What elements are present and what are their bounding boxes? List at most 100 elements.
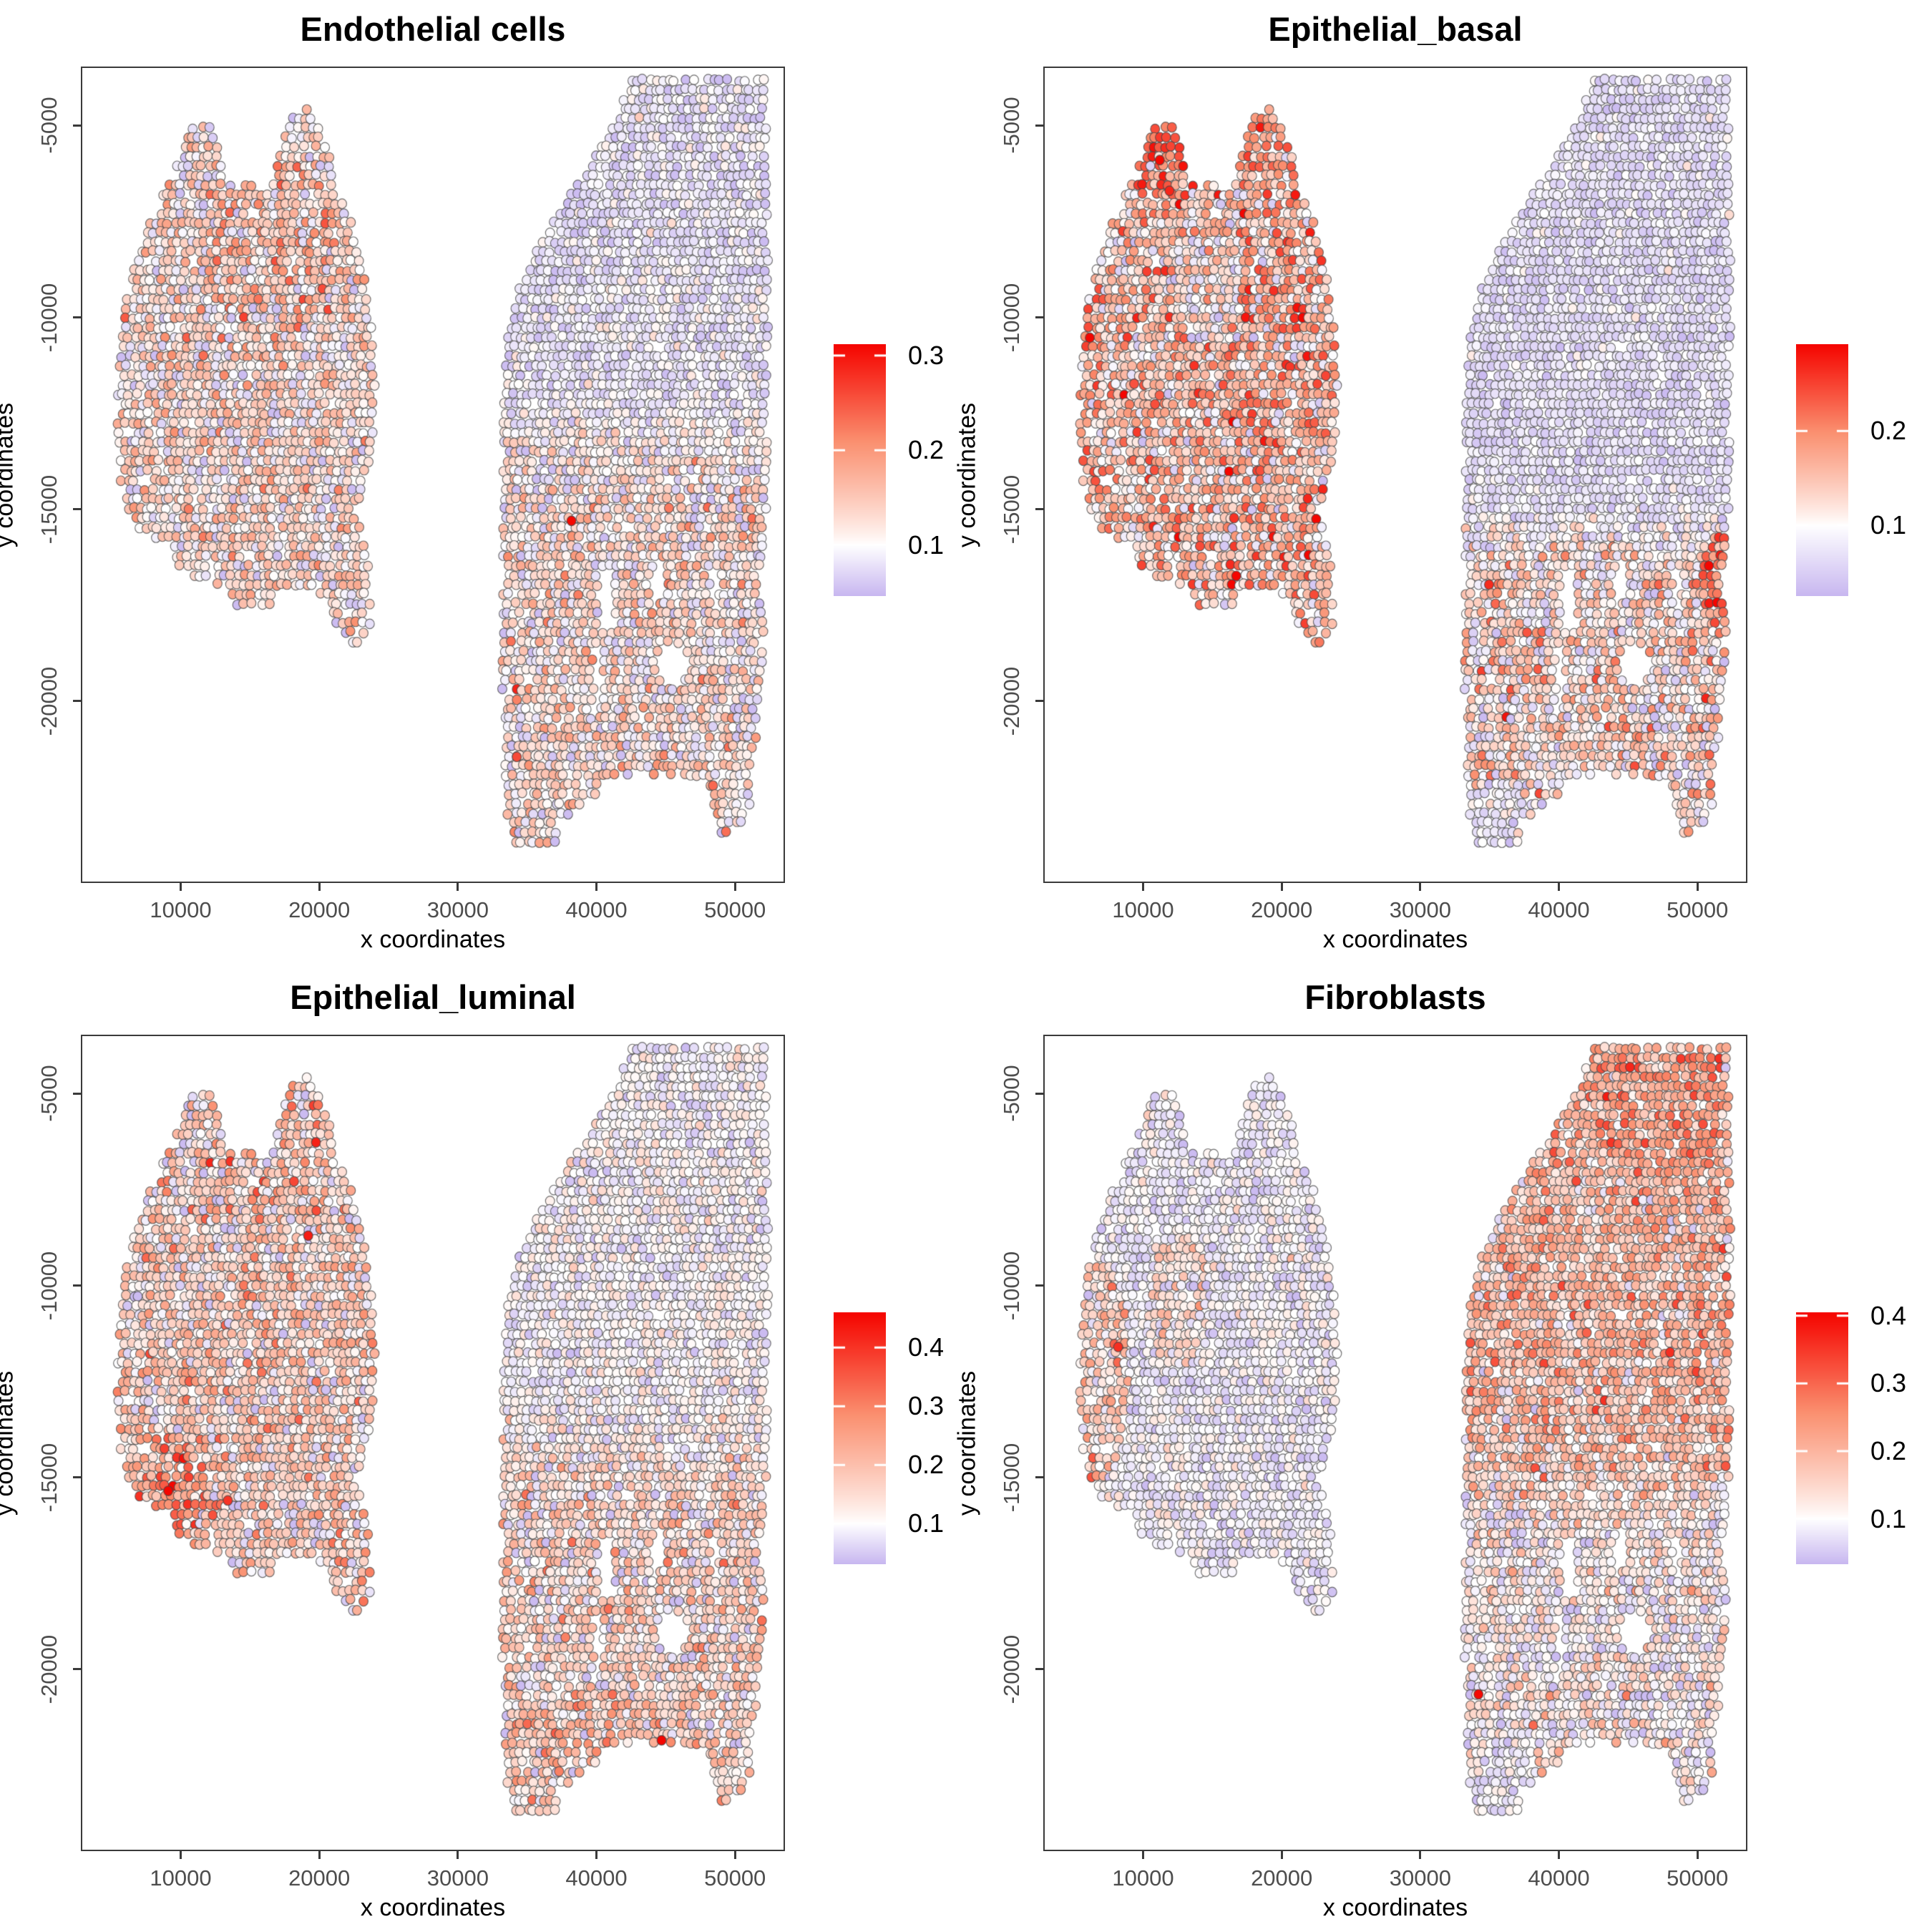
y-tick (73, 1284, 82, 1287)
x-tick (1142, 1850, 1144, 1859)
y-tick-label: -15000 (36, 1443, 62, 1513)
colorbar-legend: 0.2 0.1 (1796, 344, 1906, 596)
x-tick (733, 1850, 736, 1859)
y-tick (73, 1668, 82, 1671)
x-tick (1280, 1850, 1283, 1859)
x-tick (1142, 882, 1144, 891)
legend-tick-label: 0.2 (908, 1450, 945, 1480)
x-tick (318, 882, 321, 891)
y-tick (1035, 700, 1045, 703)
x-tick (180, 882, 182, 891)
y-tick (73, 700, 82, 703)
x-tick-label: 10000 (1112, 1865, 1174, 1890)
legend-tick-label: 0.3 (908, 1391, 945, 1421)
x-tick (595, 882, 598, 891)
y-tick (73, 1092, 82, 1095)
panel-title: Epithelial_basal (1268, 10, 1523, 48)
x-tick (457, 882, 459, 891)
x-tick (1696, 882, 1699, 891)
y-axis-title: y coordinates (0, 1370, 19, 1515)
legend-tick-label: 0.1 (1870, 510, 1907, 540)
x-tick (1558, 1850, 1561, 1859)
x-tick-label: 30000 (1389, 1865, 1451, 1890)
panel-epithelial-basal: Epithelial_basal x coordinates y coordin… (954, 10, 1907, 953)
x-tick-label: 10000 (1112, 897, 1174, 922)
y-tick-label: -5000 (36, 97, 62, 155)
scatter-canvas (82, 1036, 784, 1850)
y-tick (73, 124, 82, 127)
y-tick (1035, 1668, 1045, 1671)
y-tick-label: -15000 (999, 1443, 1024, 1513)
y-tick (1035, 1092, 1045, 1095)
x-axis-title: x coordinates (1322, 1894, 1468, 1921)
panel-title: Fibroblasts (1304, 978, 1486, 1016)
y-tick-label: -20000 (36, 666, 62, 736)
y-tick-label: -10000 (36, 283, 62, 352)
x-tick (1419, 1850, 1422, 1859)
x-tick-label: 40000 (565, 897, 628, 922)
plot-border (1043, 1035, 1747, 1851)
legend-tick-label: 0.2 (1870, 416, 1907, 446)
y-axis-title: y coordinates (0, 402, 19, 547)
legend-tick-label: 0.1 (908, 1508, 945, 1538)
y-tick-label: -20000 (999, 1634, 1024, 1704)
y-tick (1035, 1476, 1045, 1479)
legend-tick-label: 0.1 (1870, 1503, 1907, 1533)
x-tick (457, 1850, 459, 1859)
x-axis-title: x coordinates (360, 926, 506, 953)
y-tick (1035, 124, 1045, 127)
plot-border (81, 1035, 785, 1851)
x-tick-label: 10000 (150, 897, 212, 922)
x-tick (1558, 882, 1561, 891)
colorbar-canvas (1796, 1312, 1848, 1564)
y-axis-title: y coordinates (953, 1370, 981, 1516)
y-tick (73, 1476, 82, 1479)
panel-title: Endothelial cells (300, 10, 566, 48)
colorbar-canvas (834, 344, 886, 596)
plot-border (1043, 67, 1747, 883)
x-tick-label: 40000 (1528, 897, 1590, 922)
x-tick (318, 1850, 321, 1859)
x-tick-label: 50000 (704, 1865, 766, 1890)
y-tick-label: -10000 (999, 283, 1024, 352)
y-tick-label: -15000 (999, 474, 1024, 545)
y-tick-label: -10000 (999, 1251, 1024, 1320)
colorbar-legend: 0.4 0.3 0.2 0.1 (834, 1312, 944, 1564)
x-tick (733, 882, 736, 891)
x-tick (180, 1850, 182, 1859)
legend-tick-label: 0.2 (1870, 1435, 1907, 1465)
x-tick-label: 50000 (1667, 1865, 1729, 1890)
colorbar-legend: 0.4 0.3 0.2 0.1 (1796, 1301, 1906, 1564)
x-tick-label: 30000 (426, 1865, 489, 1890)
panel-fibroblasts: Fibroblasts x coordinates y coordinates … (954, 978, 1907, 1921)
panel-endothelial-cells: Endothelial cells x coordinates y coordi… (0, 10, 944, 953)
y-tick (73, 316, 82, 319)
x-tick-label: 30000 (1389, 897, 1451, 922)
colorbar-legend: 0.3 0.2 0.1 (834, 341, 944, 596)
x-tick-label: 20000 (288, 897, 351, 922)
x-tick (1419, 882, 1422, 891)
x-tick-label: 20000 (1251, 897, 1313, 922)
legend-tick-label: 0.1 (908, 530, 945, 560)
y-tick-label: -5000 (999, 97, 1024, 155)
y-tick (1035, 1284, 1045, 1287)
colorbar-canvas (834, 1312, 886, 1564)
y-axis-title: y coordinates (953, 402, 981, 547)
y-tick (1035, 316, 1045, 319)
x-tick-label: 40000 (565, 1865, 628, 1890)
legend-tick-label: 0.3 (908, 340, 945, 370)
x-axis-title: x coordinates (1322, 926, 1468, 953)
x-tick-label: 20000 (1251, 1865, 1313, 1890)
y-tick-label: -5000 (999, 1065, 1024, 1123)
panel-epithelial-luminal: Epithelial_luminal x coordinates y coord… (0, 978, 944, 1921)
x-tick-label: 10000 (150, 1865, 212, 1890)
plot-border (81, 67, 785, 883)
y-tick (1035, 508, 1045, 511)
scatter-canvas (82, 68, 784, 882)
y-tick-label: -15000 (36, 474, 62, 545)
legend-tick-label: 0.3 (1870, 1368, 1907, 1398)
scatter-canvas (1045, 1036, 1746, 1850)
panel-title: Epithelial_luminal (290, 978, 576, 1016)
x-tick (595, 1850, 598, 1859)
